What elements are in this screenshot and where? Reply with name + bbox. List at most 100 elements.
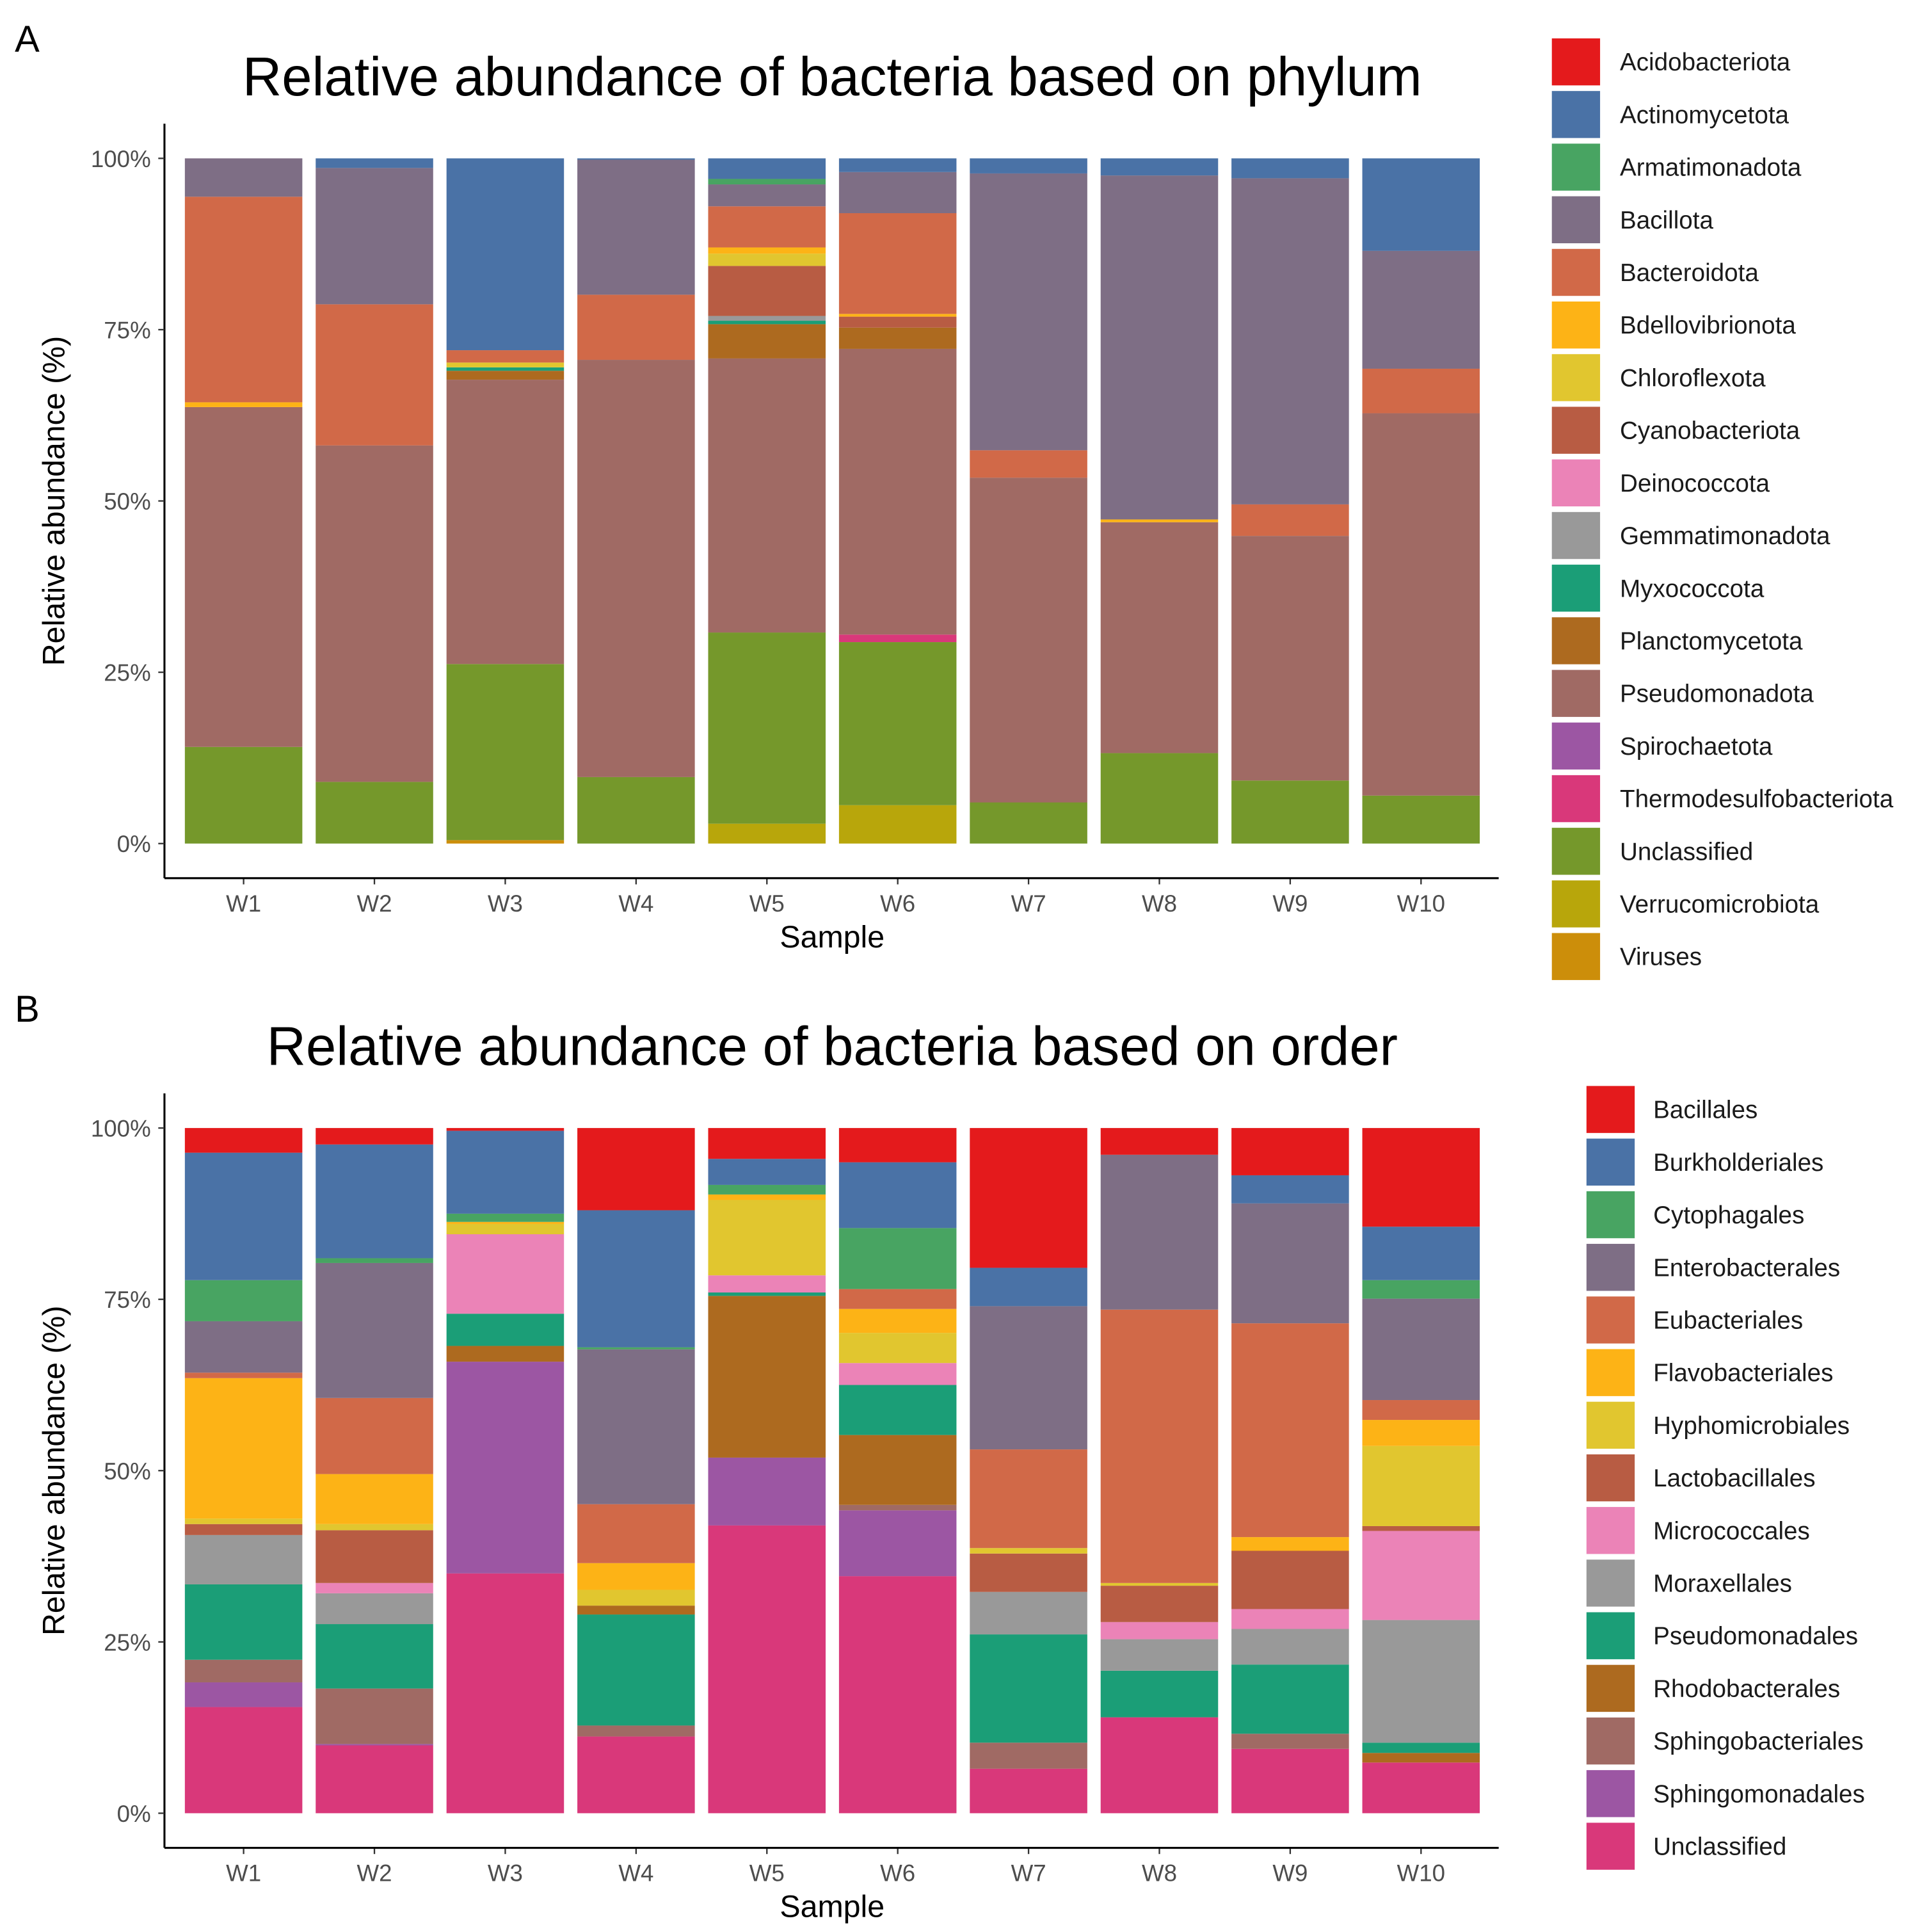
bar-segment-bacteroidota (838, 213, 957, 314)
bar-segment-pseudomonadales (708, 1292, 826, 1296)
legend-swatch (1551, 775, 1601, 823)
bar-w3 (446, 1128, 564, 1814)
bar-segment-enterobacterales (1231, 1203, 1349, 1324)
bar-w3 (446, 158, 564, 844)
legend-item: Deinococcota (1551, 459, 1770, 507)
legend-item: Rhodobacterales (1586, 1664, 1840, 1712)
bar-segment-eubacteriales (1100, 1309, 1219, 1583)
x-tick-label: W5 (749, 1860, 785, 1887)
bar-segment-bdellovibrionota (708, 247, 826, 254)
legend-swatch (1551, 38, 1601, 86)
bar-segment-eubacteriales (838, 1289, 957, 1309)
bar-segment-actinomycetota (838, 158, 957, 172)
x-tick-label: W3 (488, 890, 523, 917)
bar-segment-bacillales (970, 1128, 1087, 1268)
bar-segment-cytophagales (446, 1213, 564, 1222)
legend-swatch (1551, 722, 1601, 770)
bar-segment-lactobacillales (316, 1530, 433, 1583)
legend-swatch (1551, 407, 1601, 454)
bar-segment-pseudomonadales (1362, 1743, 1480, 1753)
bar-segment-burkholderiales (708, 1159, 826, 1185)
legend-item: Flavobacteriales (1586, 1349, 1833, 1396)
legend-label: Micrococcales (1653, 1517, 1810, 1545)
bar-segment-bacillales (1231, 1128, 1349, 1175)
bar-segment-burkholderiales (970, 1268, 1087, 1307)
bar-segment-pseudomonadales (316, 1624, 433, 1689)
bar-w6 (838, 1128, 957, 1814)
x-tick-label: W9 (1272, 1860, 1308, 1887)
legend-swatch (1586, 1401, 1635, 1449)
bar-segment-bacteroidota (1231, 504, 1349, 536)
legend-label: Planctomycetota (1620, 627, 1803, 655)
bar-w1 (184, 158, 303, 844)
bar-segment-bacteroidota (708, 206, 826, 248)
bar-segment-micrococcales (708, 1275, 826, 1292)
bar-segment-myxococcota (446, 367, 564, 371)
legend-item: Micrococcales (1586, 1507, 1810, 1554)
bar-segment-bacillota (708, 184, 826, 207)
legend: Acidobacteriota Actinomycetota Armatimonad… (1551, 38, 1894, 980)
bar-segment-bdellovibrionota (1100, 519, 1219, 522)
bar-segment-hyphomicrobiales (708, 1200, 826, 1276)
bar-segment-rhodobacterales (446, 1346, 564, 1362)
bar-segment-bacillota (1362, 250, 1480, 369)
legend-label: Myxococcota (1620, 575, 1765, 602)
x-axis-title: Sample (780, 920, 884, 954)
legend-swatch (1551, 828, 1601, 875)
bar-segment-unclassified (1362, 795, 1480, 844)
panel-a: A Relative abundance of bacteria based on… (15, 19, 1894, 980)
bar-segment-sphingomonadales (838, 1510, 957, 1577)
bar-segment-bdellovibrionota (184, 402, 303, 407)
legend-label: Viruses (1620, 944, 1702, 971)
bar-segment-verrucomicrobiota (838, 805, 957, 844)
bar-segment-planctomycetota (446, 371, 564, 380)
x-tick-label: W7 (1011, 890, 1046, 917)
bar-segment-burkholderiales (1231, 1175, 1349, 1203)
bar-segment-actinomycetota (446, 158, 564, 351)
bar-segment-thermodesulfobacteriota (838, 634, 957, 643)
legend-swatch (1551, 617, 1601, 664)
bar-segment-burkholderiales (184, 1152, 303, 1280)
bar-segment-sphingomonadales (184, 1682, 303, 1707)
bar-w10 (1362, 158, 1480, 844)
bar-segment-sphingomonadales (708, 1457, 826, 1525)
bar-segment-unclassified (1231, 780, 1349, 844)
bar-segment-moraxellales (1100, 1639, 1219, 1671)
legend-label: Lactobacillales (1653, 1465, 1815, 1492)
bar-segment-micrococcales (1231, 1609, 1349, 1629)
bar-segment-pseudomonadota (316, 445, 433, 782)
x-tick-label: W1 (226, 890, 261, 917)
legend-item: Eubacteriales (1586, 1296, 1803, 1344)
bar-segment-moraxellales (316, 1593, 433, 1625)
bar-segment-myxococcota (708, 321, 826, 325)
bar-segment-bacillota (838, 172, 957, 213)
legend-item: Chloroflexota (1551, 354, 1766, 401)
bar-segment-cytophagales (577, 1347, 695, 1349)
bar-segment-micrococcales (1362, 1531, 1480, 1620)
bar-segment-hyphomicrobiales (577, 1590, 695, 1606)
bar-segment-micrococcales (1100, 1622, 1219, 1639)
bar-segment-eubacteriales (316, 1397, 433, 1474)
bar-segment-bacillota (1231, 178, 1349, 504)
y-tick-label: 75% (104, 317, 150, 343)
legend-label: Unclassified (1653, 1833, 1786, 1861)
panel-b: B Relative abundance of bacteria based on… (15, 989, 1865, 1924)
legend-item: Bdellovibrionota (1551, 302, 1796, 349)
bar-segment-cytophagales (708, 1184, 826, 1195)
bar-segment-pseudomonadota (577, 360, 695, 777)
bar-segment-actinomycetota (970, 158, 1087, 173)
legend-item: Armatimonadota (1551, 143, 1802, 191)
bar-segment-pseudomonadota (446, 380, 564, 664)
legend-label: Verrucomicrobiota (1620, 891, 1820, 919)
y-tick-label: 50% (104, 1458, 150, 1485)
legend-swatch (1551, 670, 1601, 717)
bar-segment-bacteroidota (1362, 368, 1480, 414)
legend-item: Bacillota (1551, 196, 1714, 244)
legend-swatch (1586, 1244, 1635, 1291)
legend-swatch (1586, 1664, 1635, 1712)
bar-segment-bacteroidota (316, 304, 433, 446)
bar-segment-planctomycetota (708, 324, 826, 358)
bar-segment-bacillales (446, 1128, 564, 1131)
bar-w4 (577, 158, 695, 844)
bar-segment-cytophagales (838, 1228, 957, 1289)
